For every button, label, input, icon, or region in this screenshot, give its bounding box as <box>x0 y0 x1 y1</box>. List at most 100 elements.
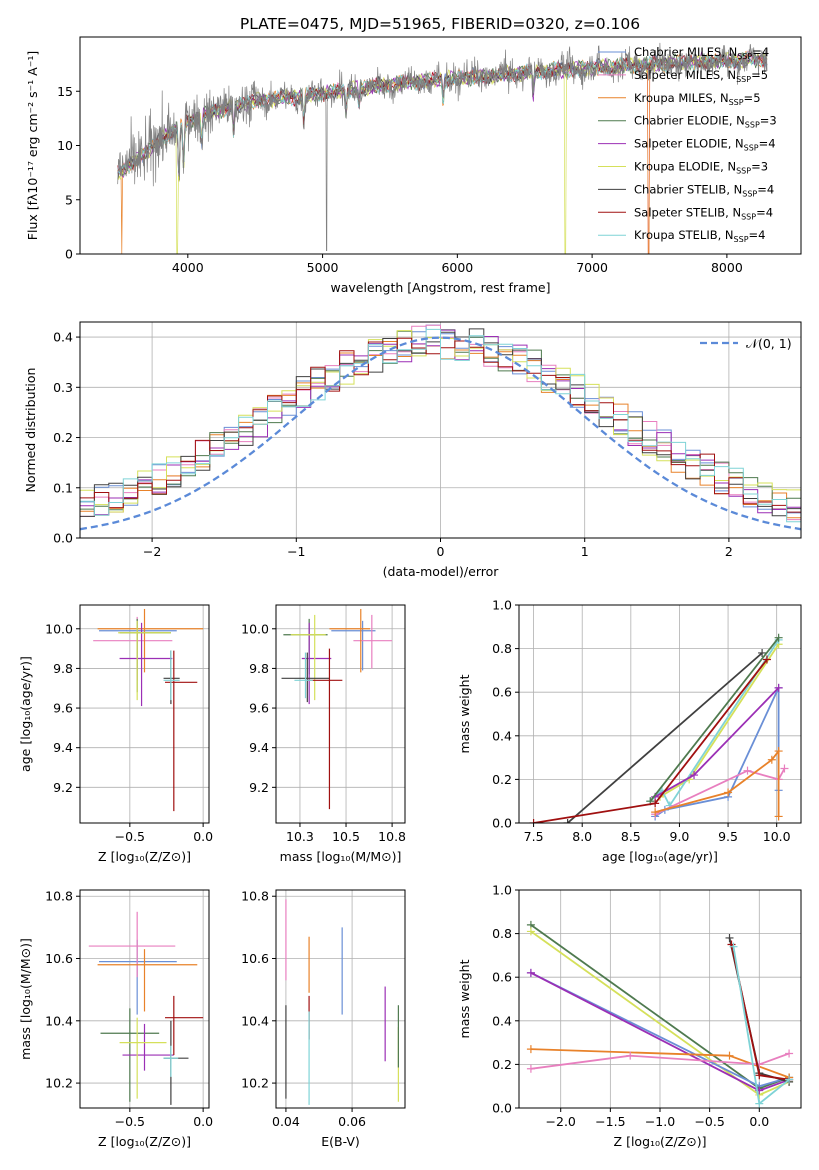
y-tick-label: 0.0 <box>492 816 512 831</box>
x-tick-label: 2 <box>725 544 733 559</box>
mass-weight-marker <box>774 633 783 642</box>
y-tick-label: 0.1 <box>53 480 73 495</box>
y-tick-label: 9.4 <box>249 740 269 755</box>
errorbar-point <box>353 614 393 669</box>
figure-title: PLATE=0475, MJD=51965, FIBERID=0320, z=0… <box>240 15 640 33</box>
y-tick-label: 10.8 <box>241 889 269 904</box>
x-tick-label: −1 <box>287 544 305 559</box>
x-tick-label: 4000 <box>172 260 204 275</box>
errorbar-point <box>122 1023 174 1071</box>
x-tick-label: −0.5 <box>115 1114 145 1129</box>
y-tick-label: 10.6 <box>241 951 269 966</box>
y-axis-label: age [log₁₀(age/yr)] <box>18 656 33 772</box>
mass-weight-marker <box>767 755 776 764</box>
y-tick-label: 9.6 <box>249 701 269 716</box>
mass-weight-marker <box>690 771 699 780</box>
observed-spectrum-line <box>117 42 768 252</box>
errorbar-point <box>294 652 313 699</box>
errorbar-point <box>163 1045 179 1077</box>
mass-weight-marker <box>529 819 538 823</box>
spectrum-legend: Chabrier MILES, NSSP=4 Salpeter MILES, NS… <box>598 45 777 244</box>
y-tick-label: 0.4 <box>53 330 73 345</box>
errorbar-point <box>99 939 177 1015</box>
mass-weight-marker <box>651 799 660 808</box>
mass-weight-line <box>530 1052 790 1070</box>
mass-weight-marker <box>725 1051 734 1060</box>
y-axis-label: Flux [fλ10⁻¹⁷ erg cm⁻² s⁻¹ A⁻¹] <box>25 51 40 240</box>
x-axis-label: (data-model)/error <box>383 564 500 579</box>
x-axis-label: E(B-V) <box>321 1134 360 1149</box>
mass-weight-line <box>567 652 763 823</box>
legend-entry: Kroupa ELODIE, NSSP=3 <box>634 160 768 176</box>
x-axis-label: Z [log₁₀(Z/Z⊙)] <box>614 1134 707 1149</box>
x-tick-label: 9.5 <box>718 829 738 844</box>
x-axis-label: wavelength [Angstrom, rest frame] <box>330 280 550 295</box>
mass-vs-z-plot-area <box>88 911 204 1105</box>
errorbar-point <box>119 618 171 693</box>
x-tick-label: 7.5 <box>524 829 544 844</box>
mass-weight-marker <box>762 655 771 664</box>
x-tick-label: 1 <box>581 544 589 559</box>
mass-weight-marker <box>758 648 767 657</box>
errorbar-point <box>88 911 176 978</box>
mass-weight-marker <box>526 927 535 936</box>
x-tick-label: 0.0 <box>193 1114 213 1129</box>
y-tick-label: 9.8 <box>53 661 73 676</box>
y-tick-label: 15 <box>57 84 73 99</box>
age-vs-z-plot-area <box>93 608 204 812</box>
mass-weight-marker <box>729 942 738 951</box>
x-tick-label: 8.0 <box>572 829 592 844</box>
mass-weight-marker <box>743 766 752 775</box>
errorbar-point <box>329 608 370 673</box>
x-tick-label: −2.0 <box>546 1114 576 1129</box>
age-vs-mass-axes <box>276 605 405 823</box>
legend-entry: Kroupa MILES, NSSP=5 <box>634 91 761 107</box>
residuals-plot-area <box>80 324 801 531</box>
x-tick-label: 8000 <box>711 260 743 275</box>
gaussian-legend-label: 𝒩(0, 1) <box>746 336 792 351</box>
y-axis-label: mass [log₁₀(M/M⊙)] <box>18 938 33 1060</box>
x-tick-label: 10.0 <box>763 829 791 844</box>
mass-weight-line <box>649 637 780 802</box>
x-tick-label: 0.04 <box>272 1114 300 1129</box>
age-vs-mass-frame <box>275 604 406 824</box>
y-tick-label: 0.2 <box>53 430 73 445</box>
x-tick-label: 10.8 <box>378 829 406 844</box>
errorbar-point <box>165 995 204 1056</box>
y-tick-label: 0.6 <box>492 685 512 700</box>
y-tick-label: 10.6 <box>45 951 73 966</box>
y-tick-label: 9.8 <box>249 661 269 676</box>
errorbar-point <box>97 608 204 673</box>
residual-histogram <box>80 328 801 523</box>
x-tick-label: 8.5 <box>621 829 641 844</box>
y-tick-label: 9.6 <box>53 701 73 716</box>
y-tick-label: 0.0 <box>53 531 73 546</box>
age-vs-z-frame <box>79 604 210 824</box>
legend-entry: Chabrier MILES, NSSP=4 <box>634 45 769 61</box>
errorbar-point <box>163 650 180 701</box>
mass-weight-line <box>649 639 780 808</box>
y-tick-label: 10.8 <box>45 889 73 904</box>
model-spectrum-line <box>117 51 768 177</box>
legend-entry: Chabrier ELODIE, NSSP=3 <box>634 114 777 130</box>
y-tick-label: 10.4 <box>241 1013 269 1028</box>
y-tick-label: 0.6 <box>492 970 512 985</box>
mass-vs-z-frame <box>79 889 210 1109</box>
x-axis-label: mass [log₁₀(M/M⊙)] <box>280 849 402 864</box>
mass-weight-marker <box>774 747 783 756</box>
mass-weight-marker <box>774 812 783 821</box>
x-tick-label: −1.5 <box>595 1114 625 1129</box>
x-tick-label: 0 <box>437 544 445 559</box>
y-tick-label: 0.2 <box>492 1057 512 1072</box>
errorbar-point <box>163 1020 189 1105</box>
x-tick-label: 10.3 <box>286 829 314 844</box>
y-axis-label: mass weight <box>457 959 472 1038</box>
y-tick-label: 1.0 <box>492 883 512 898</box>
x-tick-label: −1.0 <box>645 1114 675 1129</box>
y-tick-label: 9.2 <box>53 780 73 795</box>
weight-vs-z-plot-area <box>526 920 794 1108</box>
legend-entry: Chabrier STELIB, NSSP=4 <box>634 182 774 198</box>
legend-entry: Salpeter STELIB, NSSP=4 <box>634 205 773 221</box>
mass-vs-ebv-frame <box>275 889 406 1109</box>
